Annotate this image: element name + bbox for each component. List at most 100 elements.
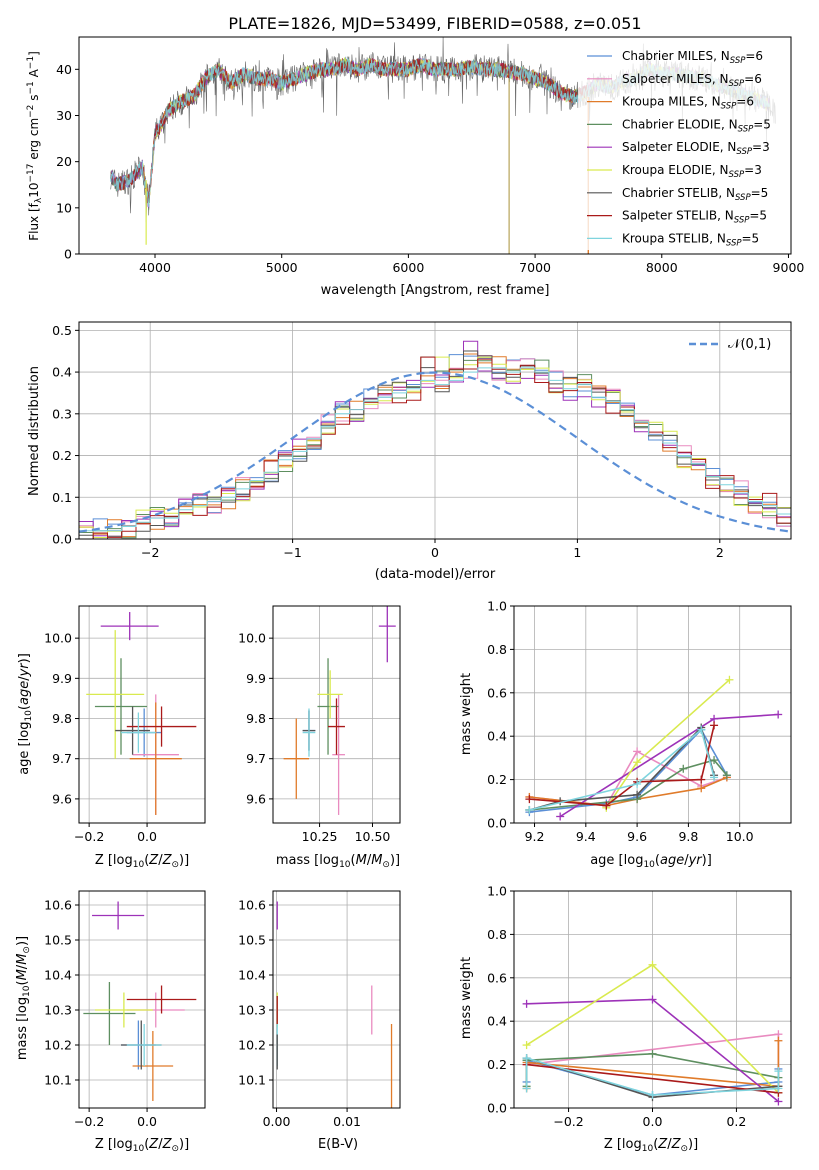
age-mass-weight-panel: age [log10(age/yr)] mass weight 9.2 9.4 9.… [459, 599, 792, 870]
figure-title: PLATE=1826, MJD=53499, FIBERID=0588, z=0… [228, 14, 641, 33]
y-tick-label: 0.6 [487, 970, 507, 985]
y-tick-label: 0.1 [52, 490, 72, 505]
y-tick-label: 10.2 [44, 1038, 72, 1053]
normal-legend-label: 𝒩(0,1) [728, 337, 771, 352]
y-tick-label: 0.0 [487, 816, 507, 831]
x-tick-label: 10.0 [726, 829, 754, 844]
y-tick-label: 0.2 [52, 448, 72, 463]
legend-subscript: SSP [734, 216, 750, 226]
y-tick-label: 40 [56, 62, 72, 77]
y-tick-label: 0.0 [487, 1101, 507, 1116]
histogram-xlabel: (data-model)/error [375, 567, 496, 582]
x-tick-label: 0.00 [263, 1114, 291, 1129]
legend-value: =6 [736, 95, 754, 109]
y-tick-label: 0.5 [52, 323, 72, 338]
legend-subscript: SSP [721, 102, 737, 112]
model-spectrum-line [110, 58, 589, 205]
y-tick-label: 20 [56, 154, 72, 169]
legend-value: =6 [744, 72, 762, 86]
axes-frame [513, 605, 792, 824]
errorbar-point [94, 992, 153, 1028]
mass-weight-line [605, 679, 730, 809]
legend-background [578, 42, 786, 250]
y-tick-label: 0.2 [487, 772, 507, 787]
axes-frame [78, 321, 792, 540]
x-tick-label: −0.2 [74, 1114, 104, 1129]
y-tick-label: 0.2 [487, 1057, 507, 1072]
plot-area [522, 960, 783, 1106]
errorbar-point [129, 702, 182, 815]
legend-subscript: SSP [738, 124, 754, 134]
legend-value: =5 [742, 231, 760, 245]
x-tick-label: −0.2 [74, 829, 104, 844]
mass-weight-line [529, 728, 715, 811]
y-tick-label: 9.9 [52, 671, 72, 686]
errorbar-point [317, 670, 343, 719]
y-tick-label: 0.0 [52, 532, 72, 547]
x-tick-label: 8000 [646, 260, 678, 275]
errorbar-point [92, 901, 145, 930]
legend-value: =3 [752, 140, 770, 154]
x-tick-label: 5000 [266, 260, 298, 275]
legend-label: Salpeter STELIB, NSSP=5 [622, 209, 767, 226]
legend-value: =5 [749, 209, 767, 223]
legend-value: =5 [753, 117, 771, 131]
plot-area [86, 612, 197, 815]
x-tick-label: 0.0 [137, 1114, 157, 1129]
legend-label: Kroupa STELIB, NSSP=5 [622, 231, 759, 248]
y-tick-label: 10.2 [238, 1038, 266, 1053]
legend-subscript: SSP [729, 79, 745, 89]
age-weight-ylabel: mass weight [459, 673, 474, 755]
y-tick-label: 9.7 [52, 751, 72, 766]
y-tick-label: 0.3 [52, 406, 72, 421]
z-vs-age-panel: Z [log10(Z/Z⊙)] age [log10(age/yr)] −0.2… [17, 605, 206, 870]
z-mass-weight-panel: Z [log10(Z/Z⊙)] mass weight −0.2 0.0 0.2 0.… [459, 884, 792, 1154]
grid-lines [514, 605, 791, 824]
spectrum-legend: Chabrier MILES, NSSP=6 Salpeter MILES, NS… [578, 42, 786, 250]
axes-frame [272, 890, 401, 1109]
plot-area [276, 901, 393, 1108]
errorbar-point [283, 718, 309, 799]
legend-label: Chabrier STELIB, NSSP=5 [622, 186, 768, 203]
y-tick-label: 10.0 [44, 631, 72, 646]
mass-vs-age-panel: mass [log10(M/M⊙)] 10.25 10.50 9.6 9.7 9.8 9.… [238, 605, 401, 870]
z-mass-ylabel: mass [log10(M/M⊙)] [15, 936, 32, 1060]
errorbar-point [332, 694, 345, 815]
y-tick-label: 10.0 [238, 631, 266, 646]
y-tick-label: 1.0 [487, 599, 507, 614]
y-tick-label: 1.0 [487, 884, 507, 899]
y-tick-label: 9.8 [52, 711, 72, 726]
plot-area [525, 675, 783, 821]
y-tick-label: 9.6 [52, 791, 72, 806]
age-weight-xlabel: age [log10(age/yr)] [590, 853, 712, 870]
x-tick-label: −0.2 [553, 1114, 583, 1129]
mass-weight-line [559, 713, 779, 818]
y-tick-label: 0 [64, 247, 72, 262]
legend-subscript: SSP [730, 56, 746, 66]
errorbar-point [328, 698, 345, 755]
y-tick-label: 10.1 [44, 1073, 72, 1088]
model-spectrum-line [110, 58, 589, 204]
mass-weight-line [526, 1063, 779, 1094]
residual-histogram-panel: (data-model)/error Normed distribution −… [27, 321, 792, 582]
histogram-legend: 𝒩(0,1) [689, 337, 771, 352]
errorbar-point [126, 985, 197, 1014]
legend-subscript: SSP [735, 193, 751, 203]
z-age-ylabel: age [log10(age/yr)] [17, 653, 34, 775]
legend-label: Chabrier ELODIE, NSSP=5 [622, 117, 771, 134]
z-age-xlabel: Z [log10(Z/Z⊙)] [95, 853, 189, 870]
spectrum-xlabel: wavelength [Angstrom, rest frame] [321, 283, 550, 298]
legend-subscript: SSP [736, 147, 752, 157]
axes-frame [78, 36, 792, 255]
x-tick-label: 2 [716, 545, 724, 560]
x-tick-label: 0 [431, 545, 439, 560]
y-tick-label: 10.3 [44, 1003, 72, 1018]
y-tick-label: 0.8 [487, 927, 507, 942]
y-tick-label: 10.4 [238, 968, 266, 983]
x-tick-label: −2 [141, 545, 159, 560]
x-tick-label: 0.01 [333, 1114, 361, 1129]
x-tick-label: 9.4 [576, 829, 596, 844]
y-tick-label: 10.1 [238, 1073, 266, 1088]
legend-label: Salpeter MILES, NSSP=6 [622, 72, 762, 89]
histogram-ylabel: Normed distribution [27, 366, 42, 496]
